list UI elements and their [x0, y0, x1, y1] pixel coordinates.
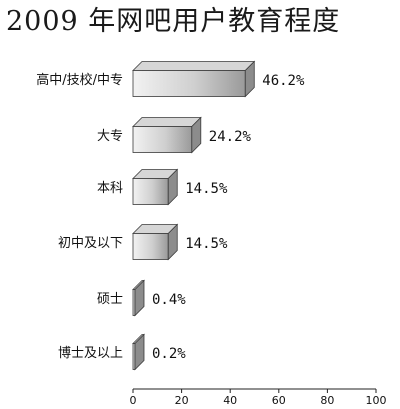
bars-layer: 高中/技校/中专 46.2% 大专 24.2% 本科 14.5% 初中及以下 14.5% 硕士 0… [36, 60, 305, 371]
x-tick-label: 80 [320, 394, 334, 407]
bar-group: 初中及以下 14.5% [58, 223, 228, 261]
category-label: 大专 [97, 129, 123, 144]
bar-side-face [191, 116, 202, 154]
bar-top-face [132, 61, 256, 71]
bar-side-face [134, 279, 145, 317]
x-tick-label: 60 [272, 394, 286, 407]
category-label: 本科 [97, 181, 123, 196]
bar [132, 178, 169, 205]
x-tick-label: 40 [223, 394, 237, 407]
data-label: 24.2% [209, 129, 252, 145]
bar [132, 70, 246, 97]
x-axis: 0 20 40 60 80 100 [130, 388, 387, 407]
data-label: 14.5% [185, 236, 228, 252]
bar-side-face [134, 333, 145, 371]
category-label: 初中及以下 [58, 236, 123, 251]
x-tick-label: 20 [175, 394, 189, 407]
category-label: 硕士 [97, 292, 123, 307]
bar-group: 高中/技校/中专 46.2% [36, 60, 305, 98]
chart-title: 2009 年网吧用户教育程度 [6, 6, 341, 37]
data-label: 0.2% [152, 346, 186, 362]
bar [132, 126, 193, 153]
bar-side-face [167, 168, 178, 206]
bar-group: 博士及以上 0.2% [58, 333, 186, 371]
bar-group: 大专 24.2% [97, 116, 252, 154]
bar-side-face [244, 60, 255, 98]
data-label: 46.2% [262, 73, 305, 89]
category-label: 博士及以上 [58, 346, 123, 361]
bar-group: 本科 14.5% [97, 168, 228, 206]
x-tick-label: 100 [366, 394, 387, 407]
bar-top-face [132, 117, 202, 127]
category-label: 高中/技校/中专 [36, 72, 123, 88]
data-label: 0.4% [152, 292, 186, 308]
data-label: 14.5% [185, 181, 228, 197]
bar-group: 硕士 0.4% [97, 279, 186, 317]
bar [132, 233, 169, 260]
x-tick-label: 0 [130, 394, 137, 407]
bar-side-face [167, 223, 178, 261]
